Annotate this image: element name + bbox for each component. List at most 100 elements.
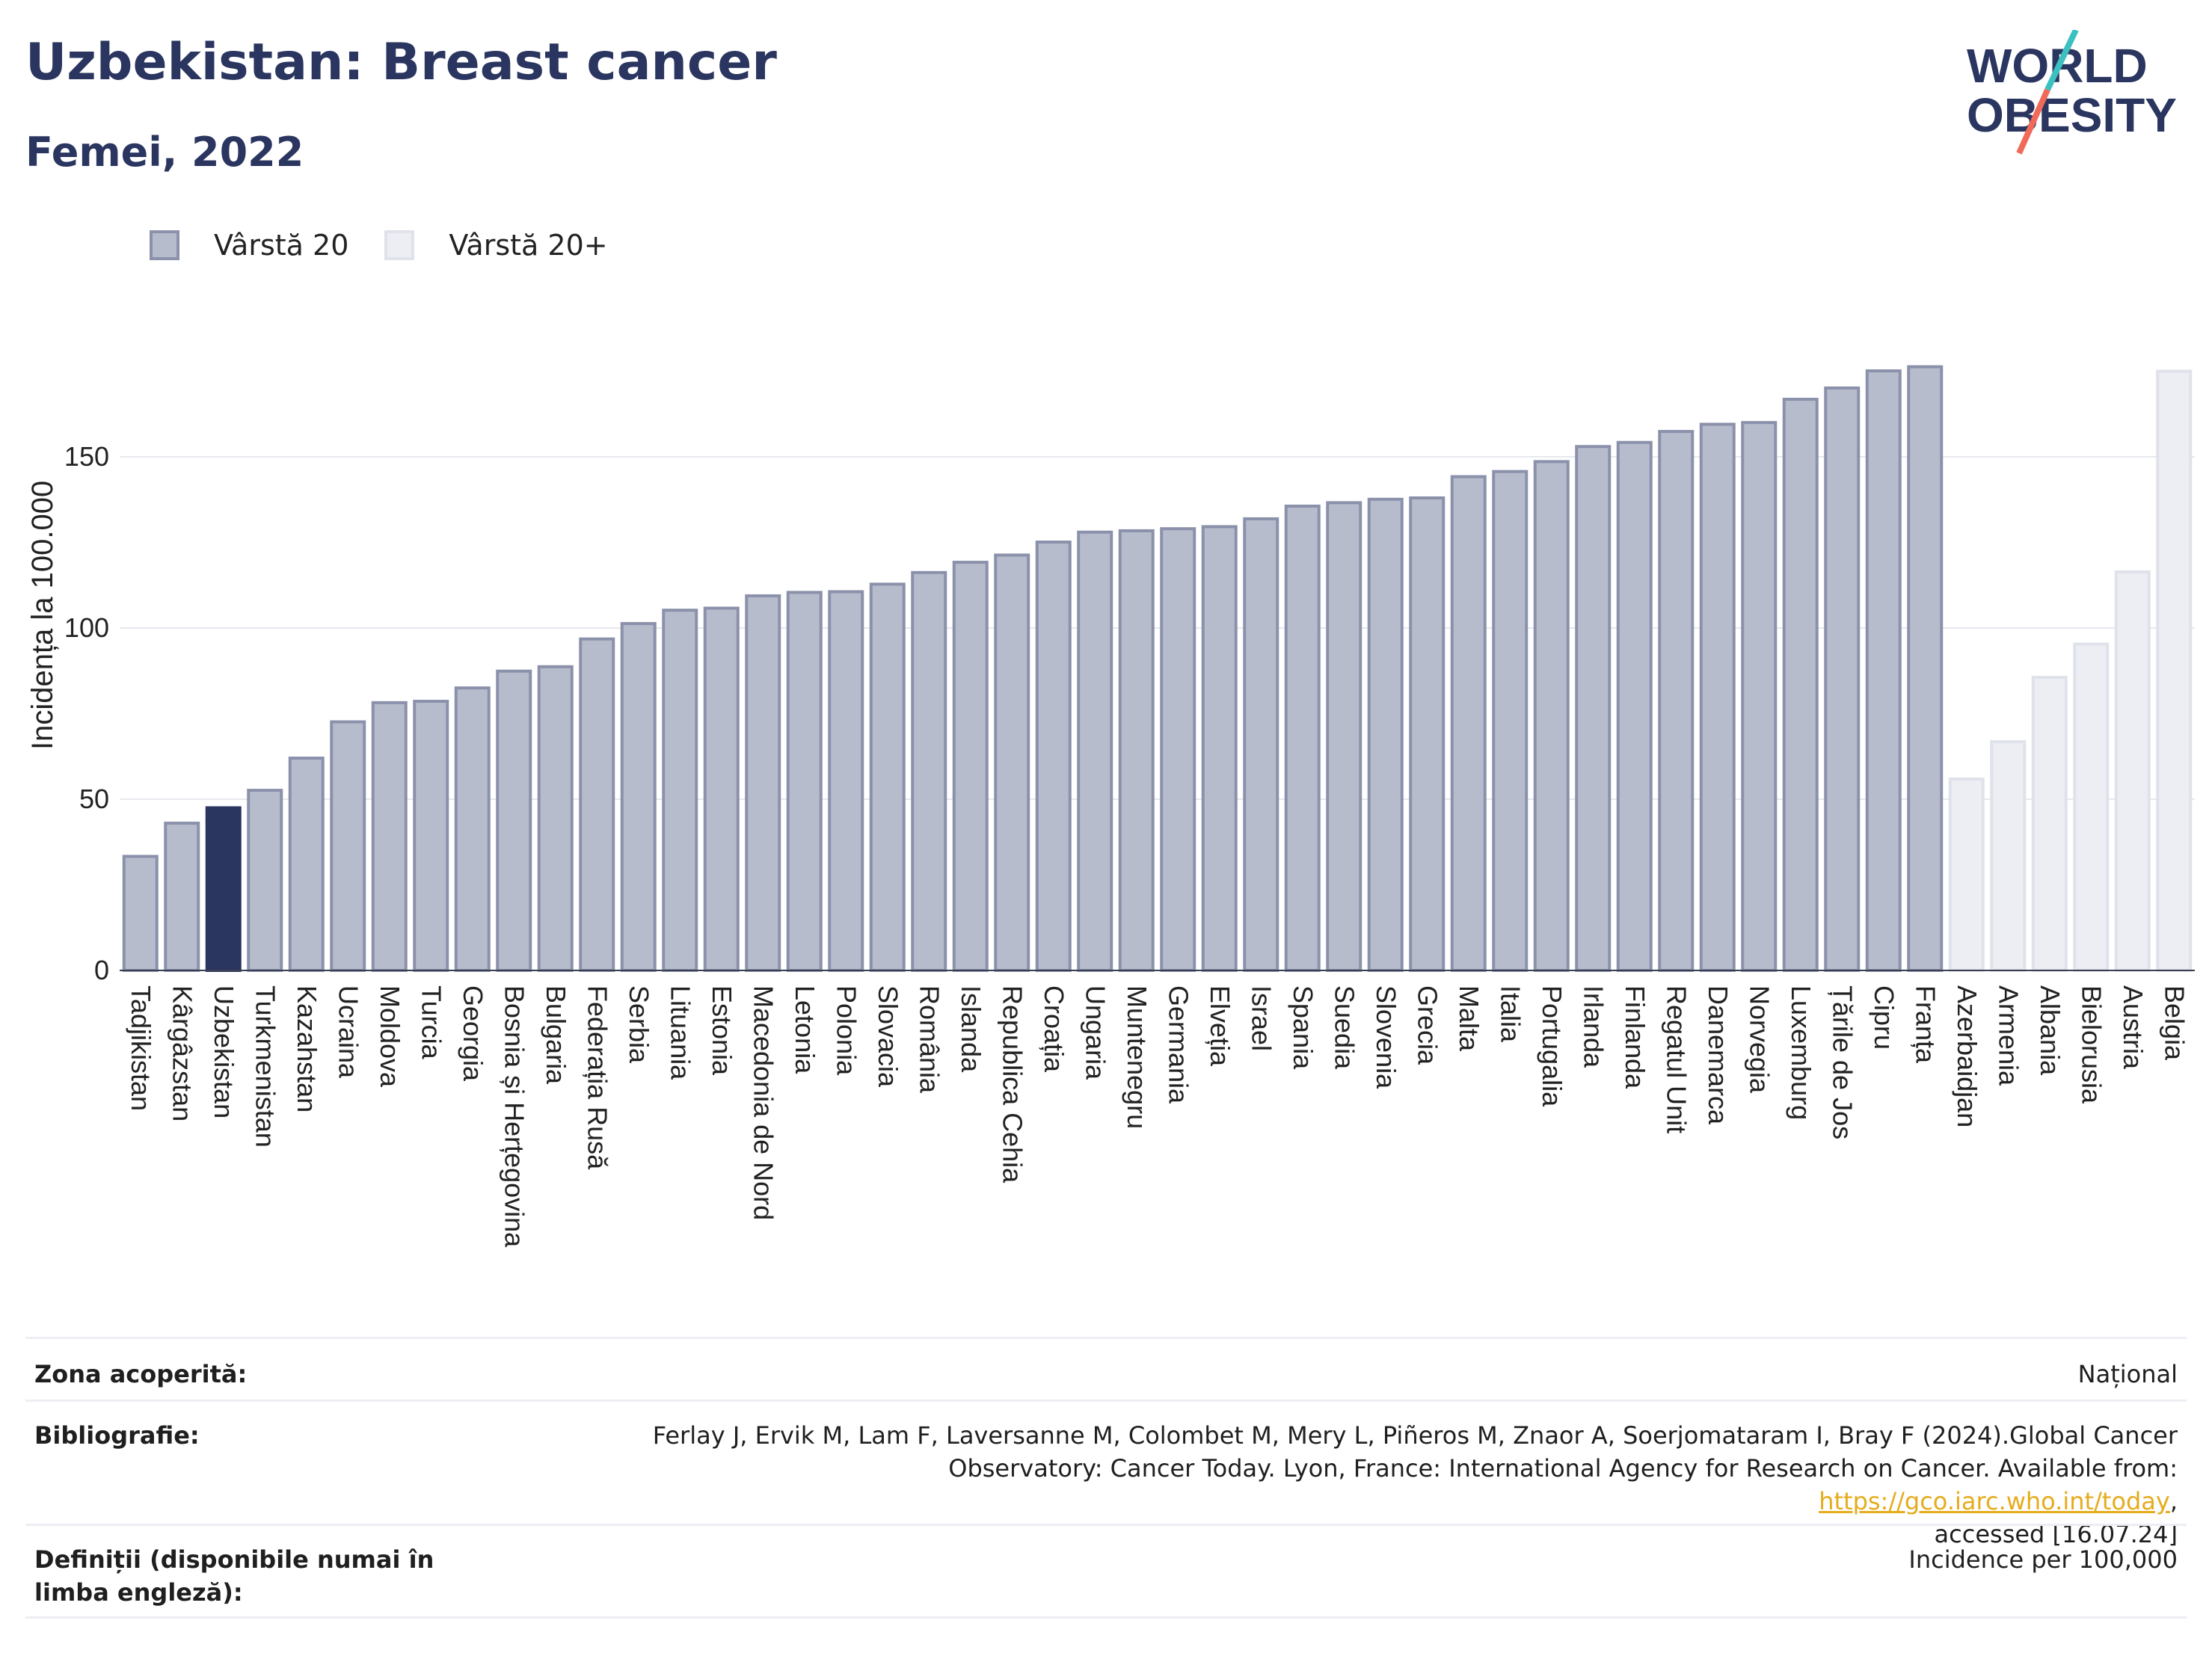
- x-tick-label: Federația Rusă: [582, 985, 612, 1170]
- bar-serbia[interactable]: Serbia: 101.3: [620, 622, 657, 973]
- bar-letonia[interactable]: Letonia: 110.4: [786, 591, 823, 972]
- legend-swatch-series-a: [150, 230, 179, 260]
- bar-moldova[interactable]: Moldova: 78.2: [371, 701, 408, 972]
- bar-albania[interactable]: Albania: 85.6: [2031, 675, 2068, 973]
- x-tick-label: Israel: [1246, 985, 1276, 1051]
- bar-republica-cehia[interactable]: Republica Cehia: 121.3: [994, 553, 1030, 972]
- coverage-label: Zona acoperită:: [34, 1360, 248, 1388]
- x-tick-label: Bosnia și Herțegovina: [499, 985, 529, 1248]
- legend-item-series-b[interactable]: Vârstă 20+: [384, 229, 608, 262]
- legend-item-series-a[interactable]: Vârstă 20: [150, 229, 348, 262]
- bar-islanda[interactable]: Islanda: 119.2: [952, 561, 989, 972]
- x-tick-label: Franța: [1910, 985, 1941, 1064]
- bar-danemarca[interactable]: Danemarca: 159.5: [1699, 422, 1736, 972]
- x-tick-label: Germania: [1163, 985, 1193, 1104]
- x-tick-label: Bielorusia: [2076, 985, 2107, 1104]
- x-tick-label: Islanda: [956, 985, 986, 1073]
- bar-croația[interactable]: Croația: 125.1: [1035, 541, 1072, 972]
- bar-lituania[interactable]: Lituania: 105.2: [662, 609, 698, 973]
- x-tick-label: Elveția: [1205, 985, 1235, 1067]
- bar-suedia[interactable]: Suedia: 136.6: [1326, 501, 1362, 972]
- bar-ucraina[interactable]: Ucraina: 72.6: [330, 720, 366, 972]
- bar-țările-de-jos[interactable]: Țările de Jos: 170.1: [1824, 386, 1861, 972]
- bar-kârgâzstan[interactable]: Kârgâzstan: 43: [164, 822, 200, 973]
- x-tick-label: Azerbaidjan: [1952, 985, 1982, 1127]
- bar-armenia[interactable]: Armenia: 66.8: [1990, 740, 2027, 973]
- bar-malta[interactable]: Malta: 144.2: [1450, 475, 1487, 972]
- definitions-label: Definiții (disponibile numai în limba en…: [34, 1545, 434, 1607]
- bar-turkmenistan[interactable]: Turkmenistan: 52.6: [247, 789, 283, 973]
- y-axis-ticks: 0 50 100 150: [64, 441, 109, 985]
- bar-slovacia[interactable]: Slovacia: 112.8: [869, 582, 906, 972]
- bibliography-link[interactable]: https://gco.iarc.who.int/today: [1819, 1487, 2170, 1515]
- bar-elveția[interactable]: Elveția: 129.6: [1201, 525, 1238, 972]
- x-tick-label: Kârgâzstan: [167, 985, 197, 1121]
- legend-label-series-a: Vârstă 20: [214, 229, 349, 262]
- x-tick-label: Portugalia: [1537, 985, 1567, 1107]
- x-tick-label: Cipru: [1869, 985, 1899, 1050]
- bar-macedonia-de-nord[interactable]: Macedonia de Nord: 109.4: [745, 594, 781, 972]
- chart-legend: Vârstă 20 Vârstă 20+: [150, 224, 644, 266]
- x-tick-label: Irlanda: [1578, 985, 1609, 1068]
- x-tick-label: Bulgaria: [541, 985, 571, 1085]
- definitions-value: Incidence per 100,000: [1908, 1545, 2178, 1574]
- bar-luxemburg[interactable]: Luxemburg: 166.8: [1782, 398, 1819, 972]
- bar-tadjikistan[interactable]: Tadjikistan: 33.3: [122, 855, 159, 972]
- bar-portugalia[interactable]: Portugalia: 148.6: [1533, 460, 1570, 972]
- x-tick-label: Finlanda: [1620, 985, 1650, 1089]
- x-tick-label: Suedia: [1329, 985, 1360, 1070]
- bar-spania[interactable]: Spania: 135.6: [1284, 504, 1321, 972]
- bibliography-line2-prefix: Observatory: Cancer Today. Lyon, France:…: [948, 1454, 2178, 1483]
- bar-italia[interactable]: Italia: 145.7: [1492, 470, 1529, 972]
- x-tick-label: Georgia: [458, 985, 488, 1082]
- coverage-value: Național: [2077, 1360, 2178, 1388]
- bar-uzbekistan[interactable]: Uzbekistan: 47.5: [205, 806, 242, 972]
- bar-kazahstan[interactable]: Kazahstan: 62: [288, 757, 325, 972]
- bar-estonia[interactable]: Estonia: 105.8: [703, 606, 740, 972]
- chart-title: Uzbekistan: Breast cancer: [25, 33, 777, 92]
- bar-bosnia-și-herțegovina[interactable]: Bosnia și Herțegovina: 87.4: [496, 669, 532, 972]
- bar-ungaria[interactable]: Ungaria: 128: [1077, 530, 1113, 972]
- x-tick-label: Turkmenistan: [250, 985, 280, 1148]
- bar-finlanda[interactable]: Finlanda: 154.2: [1616, 440, 1653, 972]
- bibliography-value: Ferlay J, Ervik M, Lam F, Laversanne M, …: [607, 1419, 2178, 1551]
- bar-regatul-unit[interactable]: Regatul Unit: 157.4: [1658, 430, 1695, 972]
- bar-belgia[interactable]: Belgia: 175: [2156, 369, 2193, 972]
- bar-românia[interactable]: România: 116.2: [911, 570, 947, 972]
- bar-grecia[interactable]: Grecia: 138: [1409, 496, 1446, 972]
- y-axis-label: Incidența la 100.000: [26, 481, 59, 750]
- x-tick-label: Croația: [1039, 985, 1069, 1073]
- bar-franța[interactable]: Franța: 176.3: [1907, 365, 1944, 972]
- bar-polonia[interactable]: Polonia: 110.6: [828, 590, 864, 973]
- x-tick-label: Estonia: [707, 985, 737, 1076]
- x-tick-label: Malta: [1454, 985, 1484, 1052]
- x-tick-label: Ungaria: [1080, 985, 1110, 1080]
- x-tick-label: Țările de Jos: [1827, 985, 1858, 1139]
- bar-muntenegru[interactable]: Muntenegru: 128.4: [1118, 529, 1155, 972]
- bar-austria[interactable]: Austria: 116.4: [2114, 570, 2151, 972]
- bar-slovenia[interactable]: Slovenia: 137.6: [1367, 497, 1404, 972]
- x-tick-label: Kazahstan: [292, 985, 322, 1112]
- bar-cipru[interactable]: Cipru: 175.1: [1865, 369, 1902, 972]
- footer-divider: [25, 1337, 2187, 1339]
- bar-bielorusia[interactable]: Bielorusia: 95.3: [2073, 642, 2110, 972]
- bar-azerbaidjan[interactable]: Azerbaidjan: 55.9: [1948, 777, 1985, 973]
- bar-federația-rusă[interactable]: Federația Rusă: 96.8: [579, 637, 615, 972]
- x-tick-label: Slovacia: [873, 985, 903, 1088]
- y-tick-label: 100: [64, 612, 109, 643]
- bibliography-line2-suffix: ,: [2169, 1487, 2178, 1515]
- bar-germania[interactable]: Germania: 129: [1160, 527, 1196, 972]
- x-tick-label: Polonia: [831, 985, 861, 1076]
- bar-turcia[interactable]: Turcia: 78.6: [413, 700, 449, 973]
- bibliography-label: Bibliografie:: [34, 1421, 200, 1450]
- bar-israel[interactable]: Israel: 131.9: [1243, 517, 1279, 972]
- bar-norvegia[interactable]: Norvegia: 160: [1741, 421, 1778, 972]
- bar-georgia[interactable]: Georgia: 82.5: [454, 686, 491, 973]
- x-tick-label: Luxemburg: [1786, 985, 1816, 1120]
- bar-irlanda[interactable]: Irlanda: 153: [1575, 445, 1612, 972]
- x-tick-label: Armenia: [1993, 985, 2024, 1086]
- bar-bulgaria[interactable]: Bulgaria: 88.7: [537, 665, 574, 973]
- x-tick-label: Lituania: [665, 985, 695, 1080]
- x-tick-label: Macedonia de Nord: [748, 985, 778, 1220]
- footer-divider: [25, 1400, 2187, 1402]
